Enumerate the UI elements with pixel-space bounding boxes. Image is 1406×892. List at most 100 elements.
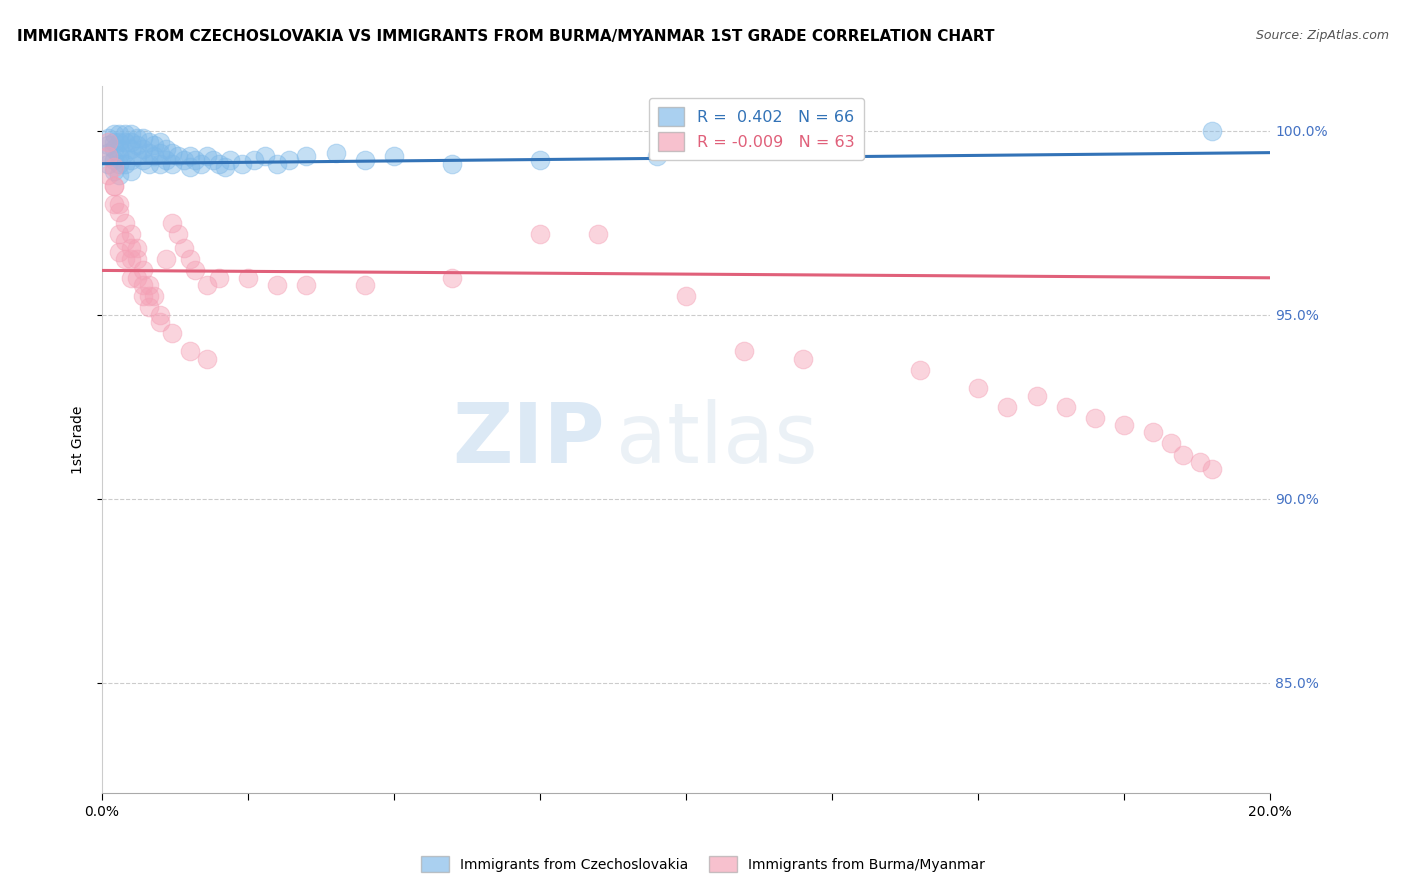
- Point: [120, 127, 142, 141]
- Point: [97, 145, 120, 160]
- Legend: R =  0.402   N = 66, R = -0.009   N = 63: R = 0.402 N = 66, R = -0.009 N = 63: [648, 98, 863, 161]
- Point: [160, 216, 183, 230]
- Point: [1142, 425, 1164, 440]
- Point: [166, 227, 188, 241]
- Point: [588, 227, 610, 241]
- Point: [120, 252, 142, 267]
- Point: [195, 351, 218, 366]
- Point: [97, 135, 120, 149]
- Point: [108, 245, 131, 260]
- Point: [97, 149, 120, 163]
- Point: [1114, 418, 1136, 433]
- Point: [149, 308, 172, 322]
- Point: [125, 131, 148, 145]
- Y-axis label: 1st Grade: 1st Grade: [72, 406, 86, 474]
- Point: [114, 234, 136, 248]
- Point: [529, 153, 551, 167]
- Point: [143, 289, 166, 303]
- Point: [97, 131, 120, 145]
- Point: [103, 197, 125, 211]
- Point: [103, 178, 125, 193]
- Point: [1189, 455, 1212, 469]
- Point: [441, 156, 464, 170]
- Point: [295, 278, 318, 293]
- Point: [219, 153, 242, 167]
- Text: Source: ZipAtlas.com: Source: ZipAtlas.com: [1256, 29, 1389, 42]
- Point: [138, 145, 160, 160]
- Point: [149, 145, 172, 160]
- Point: [382, 149, 405, 163]
- Point: [103, 127, 125, 141]
- Point: [103, 153, 125, 167]
- Text: IMMIGRANTS FROM CZECHOSLOVAKIA VS IMMIGRANTS FROM BURMA/MYANMAR 1ST GRADE CORREL: IMMIGRANTS FROM CZECHOSLOVAKIA VS IMMIGR…: [17, 29, 994, 44]
- Point: [967, 381, 990, 395]
- Point: [120, 142, 142, 156]
- Point: [231, 156, 253, 170]
- Point: [108, 168, 131, 182]
- Point: [143, 149, 166, 163]
- Point: [138, 300, 160, 314]
- Point: [266, 278, 288, 293]
- Point: [120, 153, 142, 167]
- Point: [734, 344, 756, 359]
- Point: [173, 153, 195, 167]
- Point: [160, 326, 183, 340]
- Point: [155, 153, 177, 167]
- Point: [103, 161, 125, 175]
- Point: [120, 241, 142, 255]
- Point: [908, 363, 931, 377]
- Point: [108, 197, 131, 211]
- Point: [236, 270, 259, 285]
- Point: [120, 227, 142, 241]
- Point: [160, 145, 183, 160]
- Point: [179, 252, 201, 267]
- Point: [208, 156, 231, 170]
- Point: [132, 278, 155, 293]
- Point: [114, 145, 136, 160]
- Point: [132, 263, 155, 277]
- Point: [103, 164, 125, 178]
- Point: [1201, 462, 1223, 476]
- Point: [120, 135, 142, 149]
- Point: [125, 241, 148, 255]
- Point: [155, 252, 177, 267]
- Point: [441, 270, 464, 285]
- Point: [195, 149, 218, 163]
- Point: [195, 278, 218, 293]
- Point: [125, 252, 148, 267]
- Point: [295, 149, 318, 163]
- Point: [108, 149, 131, 163]
- Text: ZIP: ZIP: [451, 400, 605, 480]
- Point: [108, 127, 131, 141]
- Point: [1054, 400, 1077, 414]
- Point: [138, 156, 160, 170]
- Point: [97, 156, 120, 170]
- Point: [125, 270, 148, 285]
- Point: [184, 153, 207, 167]
- Point: [277, 153, 299, 167]
- Point: [149, 135, 172, 149]
- Point: [179, 344, 201, 359]
- Point: [114, 156, 136, 170]
- Point: [792, 351, 814, 366]
- Point: [1201, 123, 1223, 137]
- Point: [173, 241, 195, 255]
- Point: [143, 138, 166, 153]
- Point: [114, 252, 136, 267]
- Point: [108, 156, 131, 170]
- Point: [103, 178, 125, 193]
- Point: [138, 278, 160, 293]
- Point: [1171, 448, 1194, 462]
- Point: [138, 289, 160, 303]
- Point: [353, 153, 375, 167]
- Text: atlas: atlas: [616, 400, 818, 480]
- Point: [149, 315, 172, 329]
- Point: [114, 127, 136, 141]
- Point: [529, 227, 551, 241]
- Point: [645, 149, 668, 163]
- Point: [108, 227, 131, 241]
- Point: [254, 149, 277, 163]
- Point: [179, 161, 201, 175]
- Point: [114, 135, 136, 149]
- Point: [214, 161, 236, 175]
